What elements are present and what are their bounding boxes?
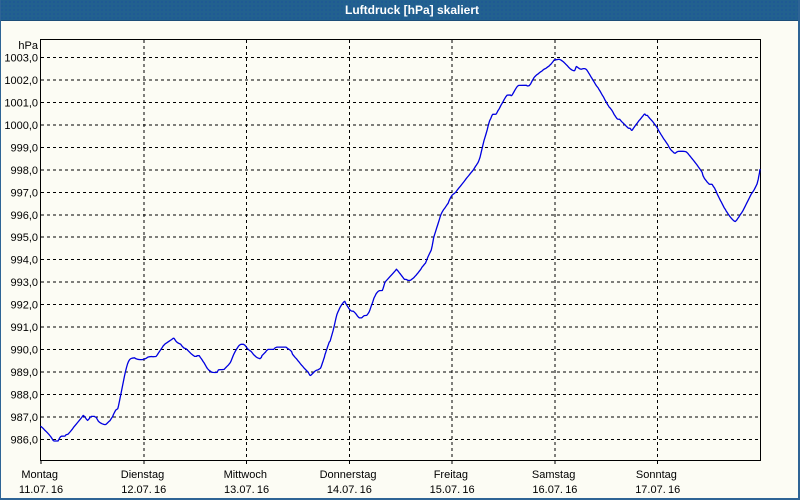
svg-text:Mittwoch: Mittwoch (224, 469, 267, 481)
svg-text:990,0: 990,0 (10, 345, 38, 357)
svg-text:Donnerstag: Donnerstag (320, 469, 377, 481)
svg-text:1001,0: 1001,0 (4, 97, 38, 109)
svg-text:996,0: 996,0 (10, 210, 38, 222)
svg-text:16.07. 16: 16.07. 16 (532, 484, 577, 496)
svg-text:995,0: 995,0 (10, 232, 38, 244)
svg-text:988,0: 988,0 (10, 389, 38, 401)
svg-text:17.07. 16: 17.07. 16 (635, 484, 680, 496)
svg-text:999,0: 999,0 (10, 142, 38, 154)
svg-text:994,0: 994,0 (10, 255, 38, 267)
svg-text:13.07. 16: 13.07. 16 (224, 484, 269, 496)
svg-text:11.07. 16: 11.07. 16 (19, 484, 63, 496)
svg-text:989,0: 989,0 (10, 367, 38, 379)
svg-text:14.07. 16: 14.07. 16 (327, 484, 372, 496)
svg-text:992,0: 992,0 (10, 300, 38, 312)
svg-text:1000,0: 1000,0 (4, 120, 38, 132)
svg-text:991,0: 991,0 (10, 322, 38, 334)
svg-text:1002,0: 1002,0 (4, 75, 38, 87)
svg-text:Dienstag: Dienstag (121, 469, 164, 481)
svg-text:986,0: 986,0 (10, 434, 38, 446)
svg-text:987,0: 987,0 (10, 412, 38, 424)
svg-text:993,0: 993,0 (10, 277, 38, 289)
svg-text:1003,0: 1003,0 (4, 53, 38, 65)
svg-text:12.07. 16: 12.07. 16 (121, 484, 166, 496)
svg-text:Montag: Montag (21, 469, 58, 481)
svg-text:Sonntag: Sonntag (636, 469, 677, 481)
svg-text:Samstag: Samstag (532, 469, 575, 481)
svg-text:998,0: 998,0 (10, 165, 38, 177)
svg-text:hPa: hPa (18, 40, 38, 52)
svg-text:15.07. 16: 15.07. 16 (430, 484, 475, 496)
svg-text:Freitag: Freitag (434, 469, 468, 481)
svg-text:997,0: 997,0 (10, 187, 38, 199)
